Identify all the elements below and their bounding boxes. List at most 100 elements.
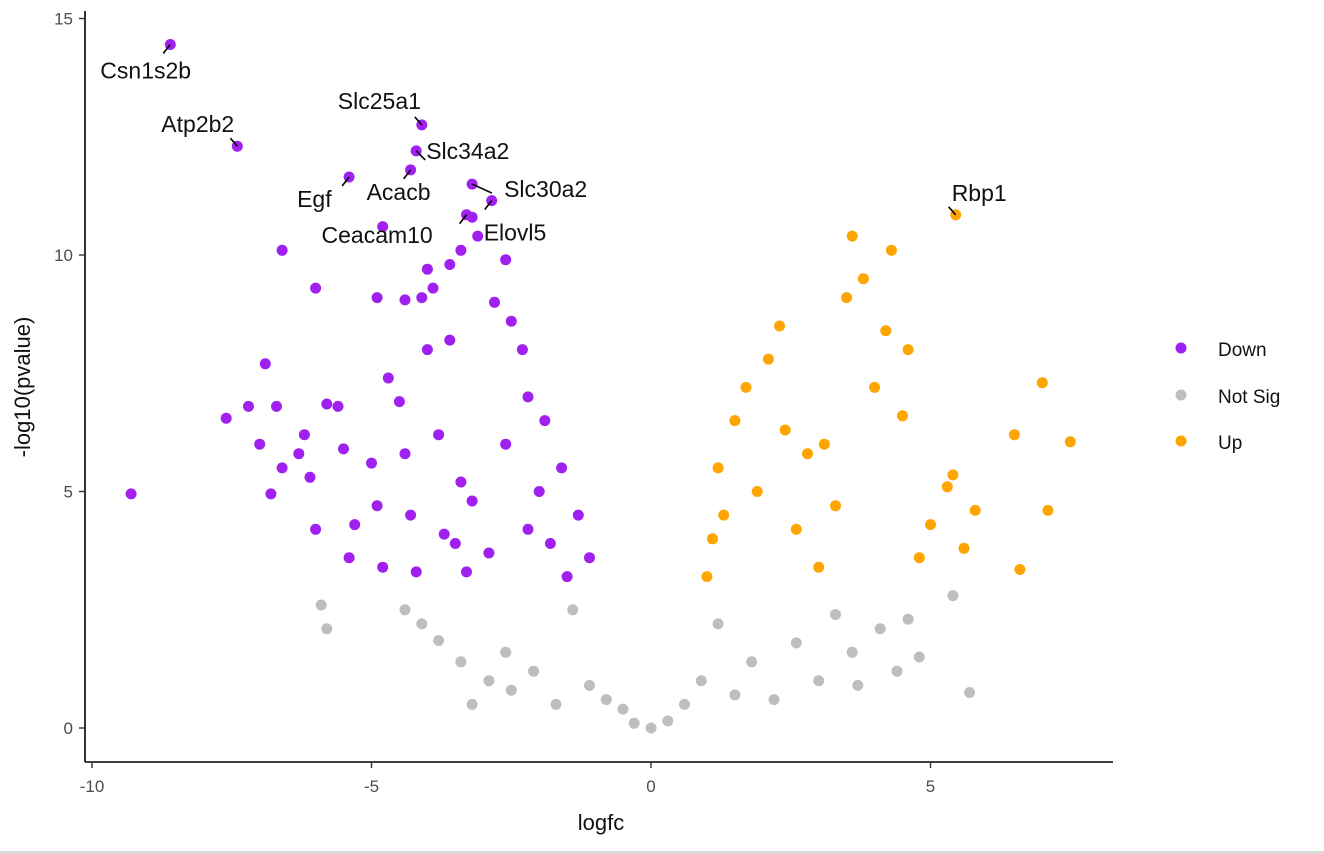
point-up: [707, 533, 718, 545]
point-down: [332, 400, 344, 412]
point-down: [421, 344, 433, 356]
gene-label-ceacam10: Ceacam10: [322, 222, 433, 248]
point-up: [729, 415, 741, 427]
point-down: [489, 296, 500, 308]
point-not-sig: [695, 675, 707, 687]
point-not-sig: [768, 694, 780, 706]
point-up: [813, 561, 825, 573]
point-down: [522, 523, 534, 535]
point-up: [885, 244, 897, 256]
point-not-sig: [852, 679, 864, 691]
point-not-sig: [662, 715, 674, 727]
point-up: [779, 424, 791, 436]
point-not-sig: [830, 609, 841, 620]
point-down: [382, 372, 394, 384]
point-up: [774, 320, 786, 332]
point-up: [818, 438, 830, 450]
legend: Down Not Sig Up: [1175, 340, 1280, 454]
connector-egf: [341, 176, 350, 187]
x-tick-label: 0: [646, 777, 655, 796]
point-up: [830, 500, 841, 512]
point-down: [310, 523, 322, 535]
point-up: [802, 448, 813, 460]
data-points: [125, 39, 1076, 734]
point-down: [438, 528, 450, 540]
point-down: [298, 429, 310, 441]
x-axis-title: logfc: [578, 810, 624, 835]
point-down: [444, 334, 456, 346]
point-not-sig: [712, 618, 724, 630]
point-not-sig: [874, 623, 886, 635]
point-not-sig: [466, 698, 478, 710]
legend-label-up: Up: [1218, 433, 1242, 454]
point-not-sig: [455, 656, 467, 668]
point-not-sig: [679, 698, 690, 710]
point-down: [399, 448, 411, 460]
point-up: [712, 462, 724, 474]
point-down: [265, 488, 277, 500]
point-down: [561, 571, 573, 583]
point-up: [751, 486, 763, 497]
point-up: [841, 292, 853, 304]
point-down: [338, 443, 349, 455]
point-up: [869, 381, 881, 393]
connector-slc34a2: [415, 150, 426, 161]
point-not-sig: [600, 694, 612, 706]
point-up: [790, 523, 802, 535]
point-down: [276, 244, 288, 256]
y-tick-label: 15: [54, 10, 73, 29]
point-up: [1064, 436, 1076, 448]
legend-key-up: [1175, 435, 1187, 447]
point-up: [1014, 564, 1026, 575]
gene-label-acacb: Acacb: [367, 179, 431, 205]
point-down: [544, 538, 556, 549]
point-not-sig: [483, 675, 495, 687]
point-not-sig: [964, 687, 976, 698]
point-up: [947, 469, 959, 481]
point-down: [584, 552, 595, 564]
axis-ticks: -10 -5 0 5 0 5 10 15: [54, 10, 935, 797]
point-down: [366, 457, 377, 469]
legend-key-not-sig: [1175, 389, 1187, 401]
point-down: [572, 509, 584, 521]
point-down: [466, 495, 478, 507]
point-not-sig: [567, 604, 579, 616]
point-down: [433, 429, 445, 441]
gene-label-csn1s2b: Csn1s2b: [100, 58, 191, 84]
point-up: [902, 344, 914, 356]
point-not-sig: [399, 604, 411, 616]
point-not-sig: [729, 689, 741, 701]
point-down: [505, 315, 517, 327]
legend-label-down: Down: [1218, 340, 1267, 361]
x-tick-label: 5: [926, 777, 935, 796]
point-not-sig: [813, 675, 825, 687]
connector-csn1s2b: [162, 44, 171, 55]
gene-label-slc30a2: Slc30a2: [504, 176, 587, 202]
gene-label-atp2b2: Atp2b2: [161, 111, 234, 137]
point-up: [897, 410, 908, 422]
point-up: [718, 509, 730, 521]
point-down: [343, 552, 355, 564]
point-not-sig: [321, 623, 333, 635]
point-down: [259, 358, 271, 370]
point-down: [483, 547, 495, 559]
point-not-sig: [433, 635, 445, 646]
point-down: [533, 486, 545, 497]
point-down: [220, 412, 232, 424]
point-not-sig: [617, 703, 629, 715]
gene-label-slc25a1: Slc25a1: [338, 88, 421, 114]
point-down: [472, 230, 484, 242]
connector-acacb: [402, 169, 412, 180]
point-up: [1008, 429, 1020, 441]
point-down: [421, 263, 433, 275]
point-not-sig: [315, 599, 327, 611]
point-up: [941, 481, 953, 493]
point-not-sig: [902, 613, 914, 625]
point-up: [857, 273, 869, 285]
point-up: [969, 504, 981, 516]
point-down: [125, 488, 137, 500]
point-down: [500, 254, 512, 266]
point-up: [880, 325, 892, 337]
point-down: [310, 282, 322, 294]
